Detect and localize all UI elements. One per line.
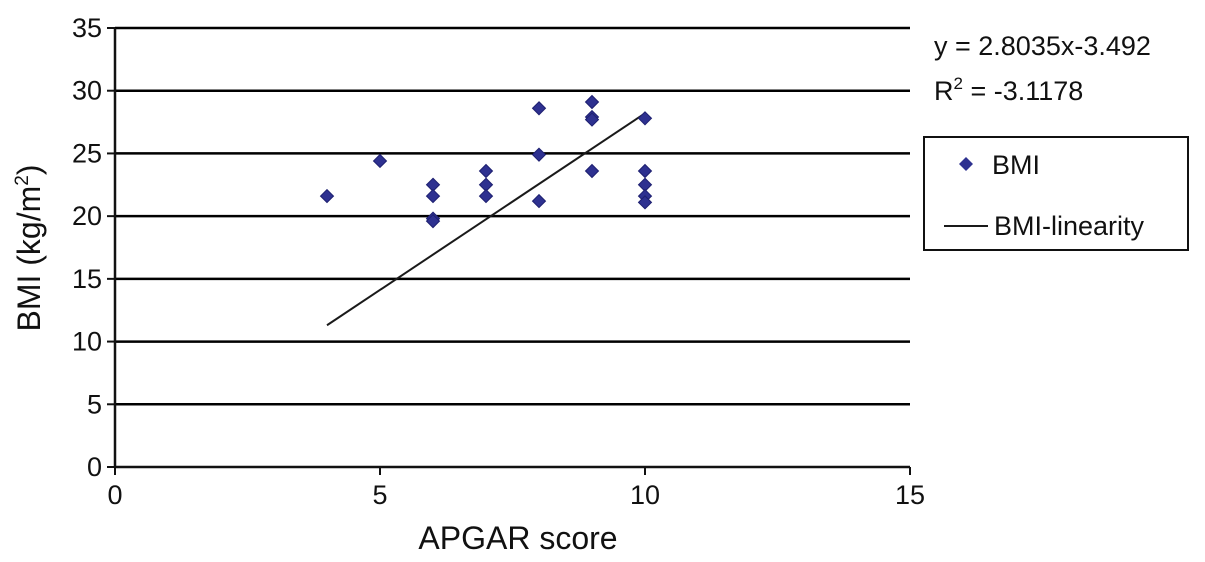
legend-label-bmi: BMI xyxy=(992,150,1040,180)
data-point-11 xyxy=(531,193,547,209)
trend-line xyxy=(326,112,646,327)
y-tick-labels: 0 5 10 15 20 25 30 35 xyxy=(72,13,102,482)
y-tick-label-10: 10 xyxy=(72,327,102,357)
data-point-8 xyxy=(478,188,494,204)
trend-line-group xyxy=(326,112,646,327)
grid-lines xyxy=(115,26,910,406)
y-axis-title-sup: 2 xyxy=(12,175,33,186)
data-point-6 xyxy=(478,163,494,179)
y-tick-label-20: 20 xyxy=(72,201,102,231)
data-point-20 xyxy=(637,195,653,210)
data-point-17 xyxy=(637,163,653,179)
r-squared-annotation: R2 = -3.1178 xyxy=(934,74,1083,106)
x-tick-label-5: 5 xyxy=(372,480,387,510)
r-squared-prefix: R xyxy=(934,76,954,106)
y-tick-label-15: 15 xyxy=(72,264,102,294)
x-tick-label-15: 15 xyxy=(895,480,925,510)
data-point-12 xyxy=(584,94,600,110)
data-point-3 xyxy=(425,188,441,204)
legend-marker-diamond xyxy=(959,157,973,171)
data-point-5 xyxy=(425,213,441,229)
y-axis-title-close: ) xyxy=(11,164,47,175)
y-axis-title: BMI (kg/m2) xyxy=(11,164,47,331)
x-tick-label-0: 0 xyxy=(107,480,122,510)
legend: BMI BMI-linearity xyxy=(923,136,1189,251)
data-point-15 xyxy=(584,163,600,179)
data-point-1 xyxy=(372,153,388,169)
data-point-0 xyxy=(319,188,335,204)
r-squared-sup: 2 xyxy=(954,74,963,93)
y-tick-label-30: 30 xyxy=(72,76,102,106)
y-tick-label-25: 25 xyxy=(72,138,102,168)
x-tick-labels: 0 5 10 15 xyxy=(107,480,925,510)
data-point-9 xyxy=(531,101,547,116)
x-tick-label-10: 10 xyxy=(630,480,660,510)
y-tick-label-5: 5 xyxy=(87,389,102,419)
regression-equation: y = 2.8035x-3.492 xyxy=(934,31,1151,61)
data-point-16 xyxy=(637,111,653,126)
legend-label-bmi-linearity: BMI-linearity xyxy=(994,211,1145,241)
legend-box xyxy=(923,136,1189,251)
data-point-14 xyxy=(584,112,600,127)
x-axis-title: APGAR score xyxy=(418,520,617,556)
r-squared-value: = -3.1178 xyxy=(963,76,1083,106)
data-points xyxy=(319,94,653,229)
y-tick-label-0: 0 xyxy=(87,452,102,482)
axes xyxy=(107,27,911,475)
y-axis-title-main: BMI (kg/m xyxy=(11,186,47,332)
data-point-10 xyxy=(531,147,547,162)
y-tick-label-35: 35 xyxy=(72,13,102,43)
